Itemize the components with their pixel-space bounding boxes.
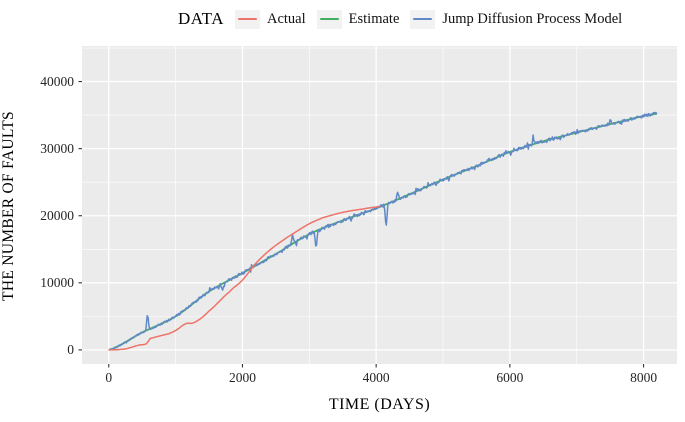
- legend-label-actual: Actual: [266, 10, 306, 27]
- legend-title: DATA: [178, 9, 224, 28]
- x-tick-label: 4000: [362, 370, 390, 385]
- legend-key-actual: [234, 9, 260, 29]
- y-tick-label: 20000: [40, 208, 74, 224]
- x-tick-label: 6000: [496, 370, 524, 385]
- legend-label-model: Jump Diffusion Process Model: [442, 10, 623, 27]
- legend-key-estimate: [316, 9, 342, 29]
- y-axis-title: THE NUMBER OF FAULTS: [0, 111, 17, 301]
- y-tick-label: 30000: [40, 141, 74, 157]
- estimate-line-swatch-icon: [319, 18, 339, 20]
- y-tick-label: 0: [67, 342, 74, 358]
- actual-series-line: [108, 205, 381, 351]
- legend-item-estimate: Estimate: [316, 9, 400, 29]
- y-tick-label: 40000: [40, 74, 74, 90]
- actual-line-swatch-icon: [237, 18, 257, 20]
- legend-item-actual: Actual: [234, 9, 306, 29]
- x-tick-label: 8000: [630, 370, 658, 385]
- model-line-swatch-icon: [413, 18, 433, 20]
- x-tick-label: 2000: [228, 370, 256, 385]
- x-axis-title: TIME (DAYS): [328, 396, 431, 413]
- x-tick-label: 0: [105, 370, 113, 385]
- legend-item-model: Jump Diffusion Process Model: [410, 9, 623, 29]
- y-tick-label: 10000: [40, 275, 74, 291]
- legend: DATA Actual Estimate Jump Diffusion Proc…: [178, 6, 622, 32]
- model-series-line: [108, 111, 658, 351]
- legend-label-estimate: Estimate: [348, 10, 400, 27]
- legend-key-model: [410, 9, 436, 29]
